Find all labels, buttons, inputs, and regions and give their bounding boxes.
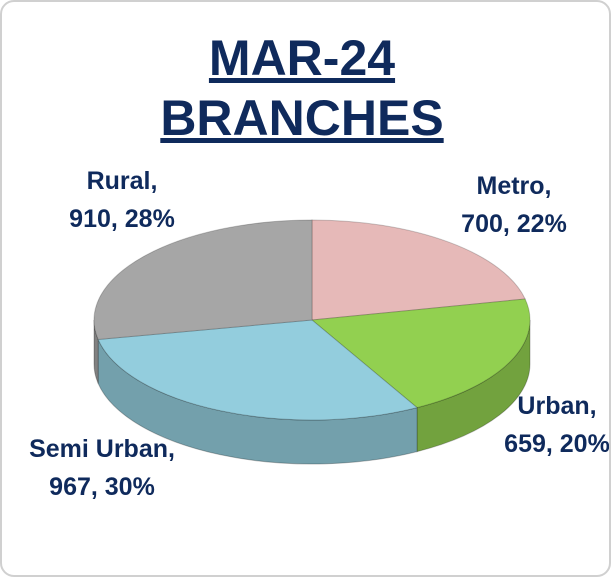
- slice: [311, 219, 526, 321]
- data-label: Urban, 659, 20%: [504, 392, 610, 458]
- slice: [310, 298, 531, 409]
- slice: [93, 219, 313, 341]
- slice: [97, 319, 419, 421]
- data-label: Rural, 910, 28%: [69, 167, 175, 233]
- data-label: Metro, 700, 22%: [461, 172, 567, 238]
- chart-title: MAR-24 BRANCHES: [160, 30, 444, 146]
- data-label: Semi Urban, 967, 30%: [29, 435, 175, 501]
